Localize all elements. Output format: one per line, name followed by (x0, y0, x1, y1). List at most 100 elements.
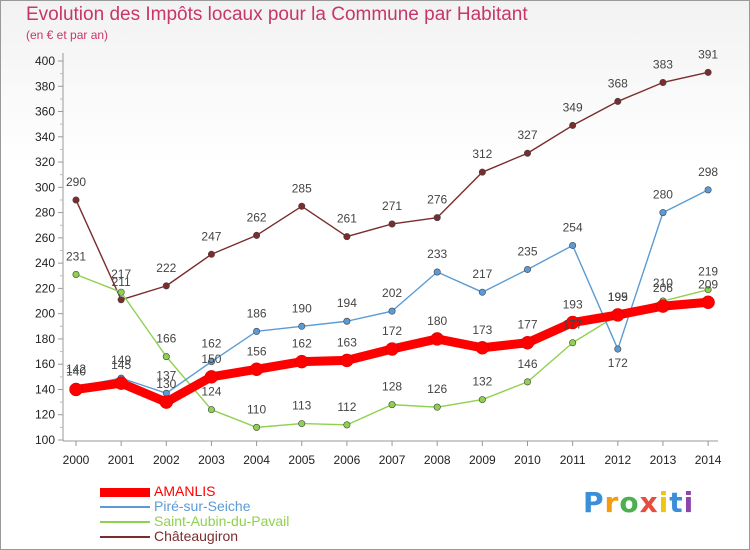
legend-label: Saint-Aubin-du-Pavail (154, 513, 290, 529)
x-tick-label: 2014 (695, 453, 722, 467)
x-tick-label: 2001 (108, 453, 135, 467)
data-point (253, 423, 261, 431)
data-label: 349 (563, 100, 583, 114)
data-point (343, 421, 351, 429)
data-label: 327 (517, 128, 537, 142)
data-label: 276 (427, 193, 447, 207)
data-point (523, 149, 531, 157)
data-point (565, 315, 580, 330)
data-label: 172 (608, 356, 628, 370)
x-tick-label: 2005 (288, 453, 315, 467)
data-label: 166 (156, 332, 176, 346)
x-tick-label: 2008 (424, 453, 451, 467)
data-point (249, 362, 264, 377)
y-tick-label: 340 (35, 130, 55, 144)
data-point (298, 322, 306, 330)
data-label: 254 (563, 220, 583, 234)
data-point (207, 406, 215, 414)
brand-letter: r (604, 486, 620, 519)
data-label: 285 (292, 181, 312, 195)
chart-title: Evolution des Impôts locaux pour la Comm… (26, 4, 528, 25)
data-point (72, 196, 80, 204)
x-tick-label: 2010 (514, 453, 541, 467)
proxiti-logo: Proxiti (583, 486, 694, 519)
data-label: 217 (472, 267, 492, 281)
data-label: 222 (156, 261, 176, 275)
data-label: 130 (156, 377, 176, 391)
data-point (433, 214, 441, 222)
data-label: 146 (517, 357, 537, 371)
data-point (253, 327, 261, 335)
y-tick-label: 140 (35, 382, 55, 396)
data-label: 149 (111, 353, 131, 367)
data-point (569, 121, 577, 129)
legend-item: Saint-Aubin-du-Pavail (100, 514, 289, 529)
data-label: 145 (111, 358, 131, 372)
x-tick-label: 2007 (379, 453, 406, 467)
data-point (656, 299, 670, 313)
data-label: 140 (66, 364, 86, 378)
x-tick-label: 2004 (243, 453, 270, 467)
x-tick-label: 2009 (469, 453, 496, 467)
data-label: 290 (66, 175, 86, 189)
data-point (204, 370, 219, 384)
data-point (659, 209, 667, 217)
y-tick-label: 160 (35, 357, 55, 371)
y-tick-label: 360 (35, 105, 55, 119)
y-tick-label: 240 (35, 256, 55, 270)
data-point (162, 353, 170, 361)
data-point (207, 250, 215, 258)
data-label: 126 (427, 382, 447, 396)
data-point (523, 265, 531, 273)
brand-letter: P (583, 486, 605, 519)
data-label: 211 (112, 275, 131, 289)
brand-letter: i (683, 486, 695, 519)
data-point (704, 286, 712, 294)
x-tick-label: 2011 (560, 453, 586, 467)
data-label: 298 (698, 165, 718, 179)
data-label: 112 (337, 400, 356, 414)
legend-label: Piré-sur-Seiche (154, 498, 251, 514)
legend-swatch (100, 521, 150, 524)
brand-letter: o (619, 486, 640, 519)
data-label: 210 (653, 276, 673, 290)
brand-letter: i (658, 486, 670, 519)
brand-letter: t (669, 486, 684, 519)
data-point (478, 396, 486, 404)
data-point (388, 307, 396, 315)
data-label: 177 (563, 318, 583, 332)
data-label: 142 (66, 362, 86, 376)
legend-swatch (100, 506, 150, 509)
data-label: 186 (247, 306, 267, 320)
data-label: 233 (427, 247, 447, 261)
y-tick-label: 300 (35, 180, 55, 194)
data-point (475, 341, 490, 355)
data-point (343, 233, 351, 241)
legend-label: AMANLIS (154, 483, 216, 499)
data-label: 113 (292, 399, 311, 413)
data-label: 177 (517, 318, 537, 332)
data-label: 219 (698, 265, 718, 279)
data-label: 247 (201, 229, 221, 243)
data-label: 206 (653, 281, 673, 295)
data-point (343, 317, 351, 325)
legend: AMANLIS Piré-sur-Seiche Saint-Aubin-du-Pav… (100, 484, 289, 544)
y-tick-label: 120 (35, 408, 55, 422)
data-label: 194 (337, 296, 357, 310)
data-label: 391 (698, 47, 718, 61)
data-label: 163 (337, 335, 357, 349)
x-tick-label: 2012 (604, 453, 631, 467)
data-label: 199 (608, 290, 628, 304)
y-tick-label: 260 (35, 231, 55, 245)
data-label: 383 (653, 57, 673, 71)
data-point (614, 345, 622, 353)
data-label: 110 (247, 402, 266, 416)
data-label: 209 (698, 277, 718, 291)
data-label: 262 (247, 210, 267, 224)
data-label: 172 (382, 324, 402, 338)
data-label: 132 (472, 375, 492, 389)
data-label: 368 (608, 76, 628, 90)
data-label: 195 (608, 290, 628, 304)
data-point (385, 342, 399, 356)
data-label: 312 (472, 147, 492, 161)
